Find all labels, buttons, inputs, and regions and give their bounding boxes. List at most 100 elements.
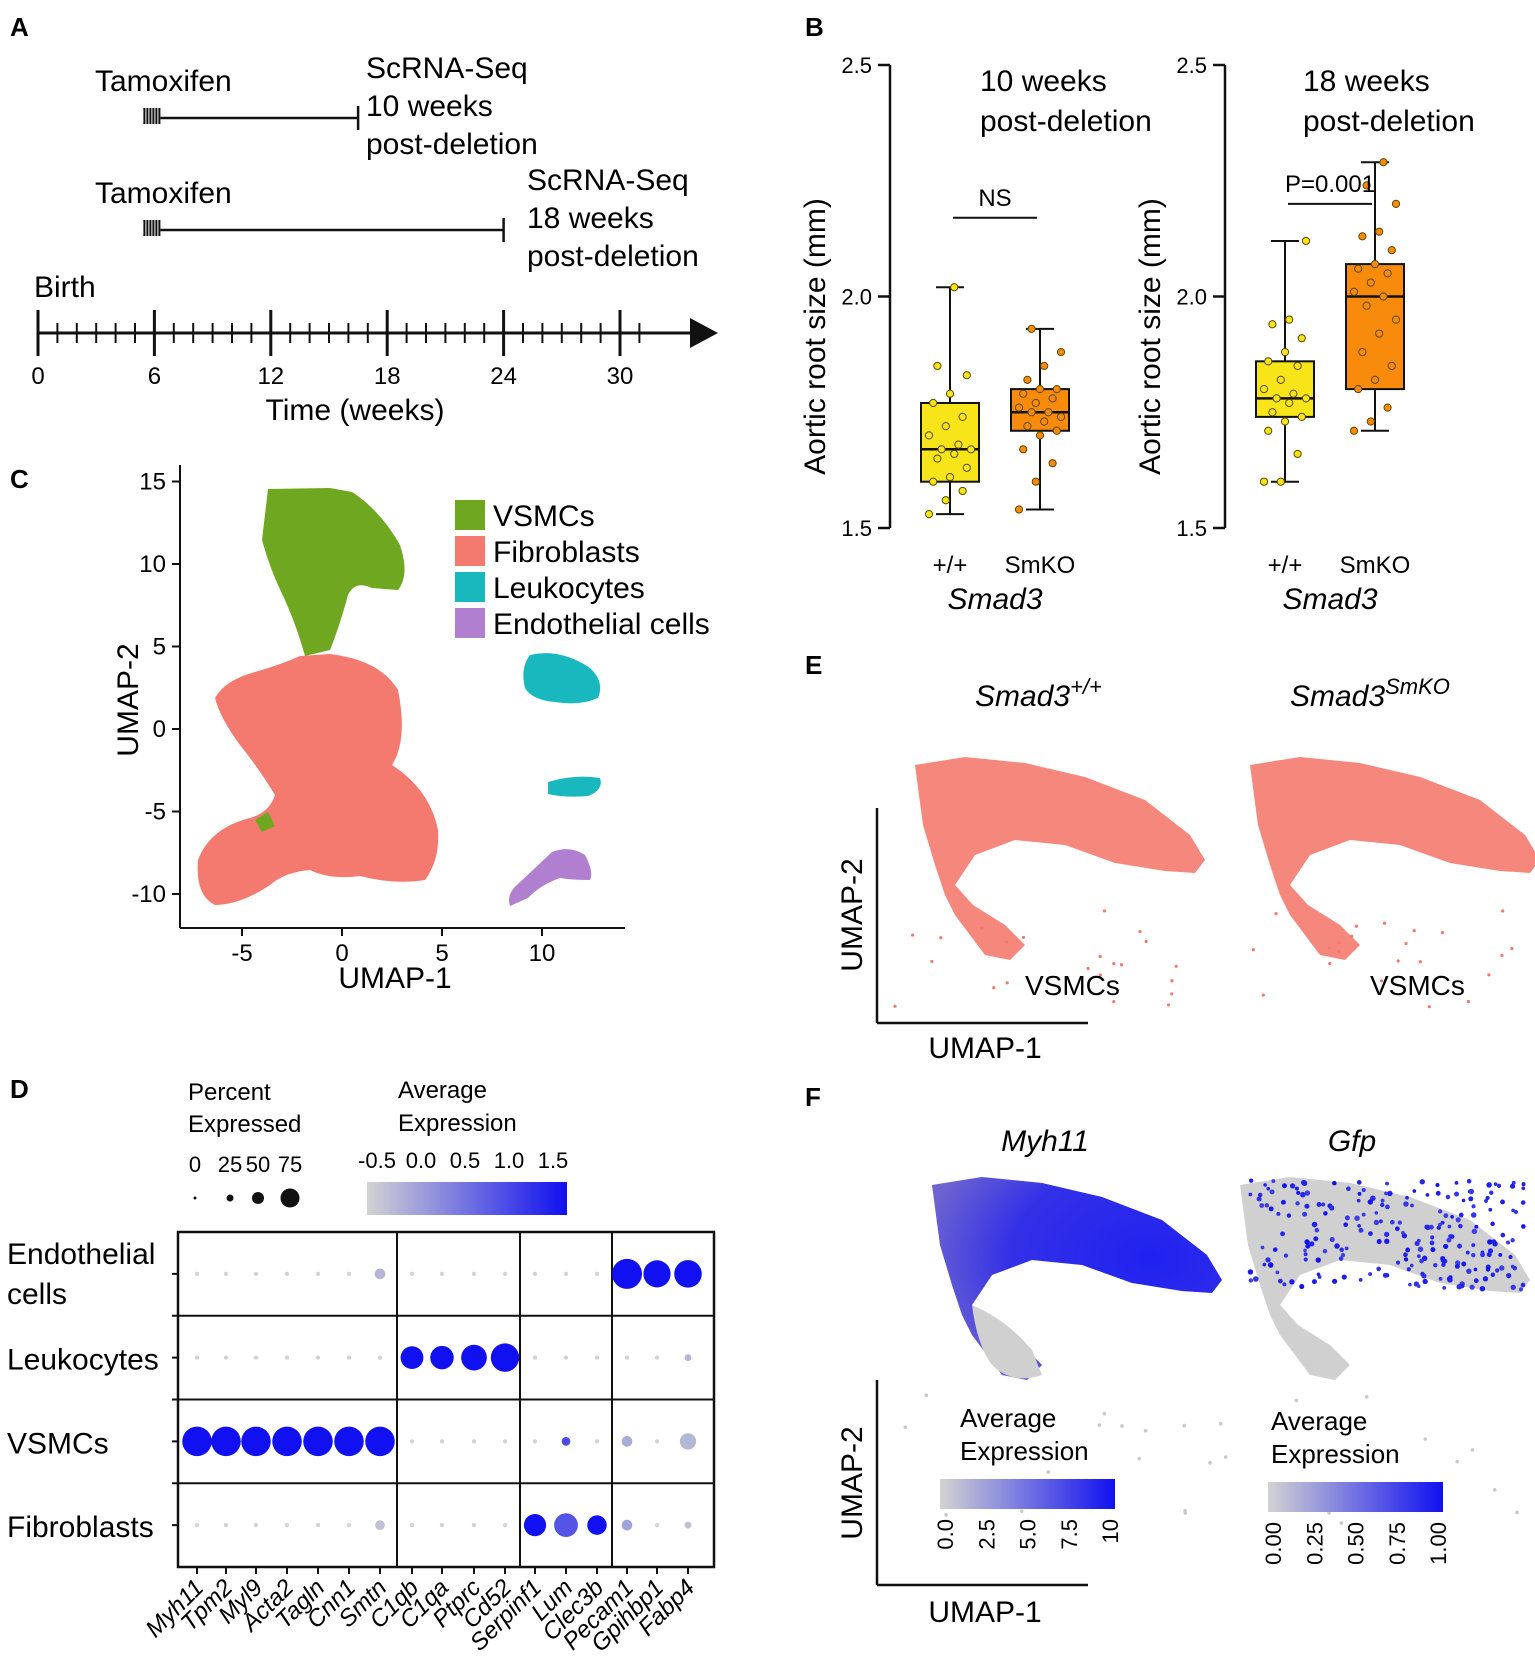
plot-title-line: 18 weeks	[1303, 65, 1430, 98]
e-stray-cell	[1166, 1003, 1171, 1007]
e-vsmc-cluster	[1250, 757, 1535, 960]
f-stray-cell	[1294, 1398, 1299, 1403]
c-y-axis-label: UMAP-2	[112, 643, 145, 756]
dotplot-dot	[563, 1355, 569, 1360]
panel-letter-e: E	[805, 650, 822, 680]
dotplot-dot	[223, 1271, 229, 1277]
data-point	[1349, 287, 1359, 296]
endpoint-label-line: post-deletion	[527, 240, 699, 273]
dotplot-dot	[375, 1520, 385, 1530]
data-point	[1035, 385, 1045, 394]
data-point	[1044, 408, 1053, 417]
e-stray-cell	[1501, 909, 1505, 913]
data-point	[1014, 403, 1024, 412]
dotplot-dot	[439, 1522, 445, 1528]
f-gene-title: Myh11	[1001, 1125, 1089, 1158]
c-y-tick-label: -5	[145, 799, 166, 826]
e-stray-cell	[1510, 947, 1514, 951]
e-stray-cell	[1396, 959, 1400, 963]
data-point	[941, 422, 950, 431]
time-tick-label: 30	[607, 363, 634, 390]
e-stray-cell	[1466, 999, 1471, 1004]
dotplot-dot	[643, 1260, 671, 1288]
dotplot-dot	[594, 1271, 600, 1277]
f-gfp-cell	[1380, 1202, 1385, 1208]
cluster-leukocytes	[523, 653, 601, 704]
f-stray-cell	[903, 1425, 908, 1430]
dotplot-dot	[315, 1355, 321, 1360]
f-gfp-cell	[1468, 1196, 1474, 1202]
dotplot-row-label: cells	[7, 1278, 67, 1311]
cluster-vsmcs-small	[255, 812, 275, 832]
e-stray-cell	[1418, 960, 1422, 964]
f-legend-tick: 10	[1098, 1519, 1123, 1543]
e-stray-cell	[1021, 935, 1026, 940]
data-point	[958, 412, 967, 421]
data-point	[929, 398, 938, 408]
f-gfp-cell	[1358, 1278, 1363, 1282]
dotplot-dot	[621, 1436, 633, 1447]
panel-letter-c: C	[10, 464, 29, 494]
data-point	[1285, 315, 1294, 324]
size-legend-dot	[193, 1196, 197, 1200]
f-stray-cell	[944, 1513, 948, 1517]
f-gfp-cell	[1513, 1209, 1518, 1214]
data-point	[1297, 334, 1306, 343]
legend-swatch	[455, 608, 485, 638]
f-gfp-cell	[1247, 1269, 1254, 1275]
boxplot-2: 1.5 2.0 2.5 Aortic root size (mm) 18 weeks po…	[1134, 53, 1475, 616]
f-gfp-cell	[1441, 1262, 1446, 1268]
data-point	[950, 283, 959, 292]
f-gfp-cell	[1443, 1243, 1449, 1249]
f-myh11-expression	[932, 1177, 1222, 1380]
dotplot-dot	[502, 1439, 508, 1444]
data-point	[1052, 385, 1061, 394]
e-stray-cell	[1138, 930, 1142, 934]
f-gfp-cell	[1420, 1271, 1425, 1277]
birth-label: Birth	[34, 271, 96, 304]
f-gfp-cell	[1429, 1240, 1435, 1246]
data-point	[1259, 477, 1269, 486]
e-stray-cell	[1379, 979, 1384, 983]
f-gfp-cell	[1283, 1253, 1289, 1258]
f-gfp-cell	[1412, 1189, 1417, 1193]
panel-letter-a: A	[10, 12, 29, 42]
dotplot-dot	[430, 1345, 454, 1370]
y-tick-label: 2.5	[1176, 53, 1207, 78]
panel-letter-f: F	[805, 1082, 821, 1112]
category-label: +/+	[933, 552, 968, 579]
f-gfp-cell	[1379, 1219, 1383, 1224]
f-gfp-cell	[1437, 1209, 1443, 1214]
endpoint-label-line: ScRNA-Seq	[527, 164, 689, 197]
f-gfp-cell	[1482, 1276, 1489, 1282]
f-gfp-cell	[1294, 1186, 1299, 1191]
f-gfp-cell	[1397, 1220, 1402, 1225]
f-legend-tick: 2.5	[974, 1519, 999, 1550]
time-tick-label: 24	[490, 363, 517, 390]
data-point	[945, 472, 955, 482]
f-gfp-cell	[1367, 1199, 1373, 1205]
f-gfp-cell	[1289, 1279, 1295, 1285]
f-gfp-cell	[1248, 1278, 1254, 1283]
f-gfp-cell	[1302, 1211, 1308, 1217]
f-gfp-cell	[1466, 1268, 1472, 1274]
f-gfp-cell	[1384, 1191, 1388, 1196]
c-x-tick-label: 0	[335, 940, 348, 967]
f-gfp-cell	[1361, 1212, 1366, 1217]
f-legend-title: Expression	[1271, 1439, 1400, 1469]
dotplot-dot	[211, 1426, 241, 1457]
f-stray-cell	[1364, 1394, 1369, 1399]
dotplot-dot	[400, 1346, 424, 1370]
dotplot-dot	[490, 1343, 520, 1372]
f-gfp-cell	[1419, 1179, 1425, 1185]
f-gfp-cell	[1520, 1282, 1526, 1288]
e-stray-cell	[1412, 929, 1416, 933]
e-plot-title: Smad3SmKO	[1290, 674, 1450, 713]
f-gfp-cell	[1509, 1183, 1516, 1189]
f-gfp-cell	[1303, 1252, 1308, 1257]
e-stray-cell	[1328, 961, 1332, 966]
f-gfp-cell	[1461, 1198, 1466, 1203]
data-point	[929, 477, 938, 486]
data-point	[1358, 347, 1367, 357]
size-legend-title: Expressed	[188, 1111, 301, 1138]
